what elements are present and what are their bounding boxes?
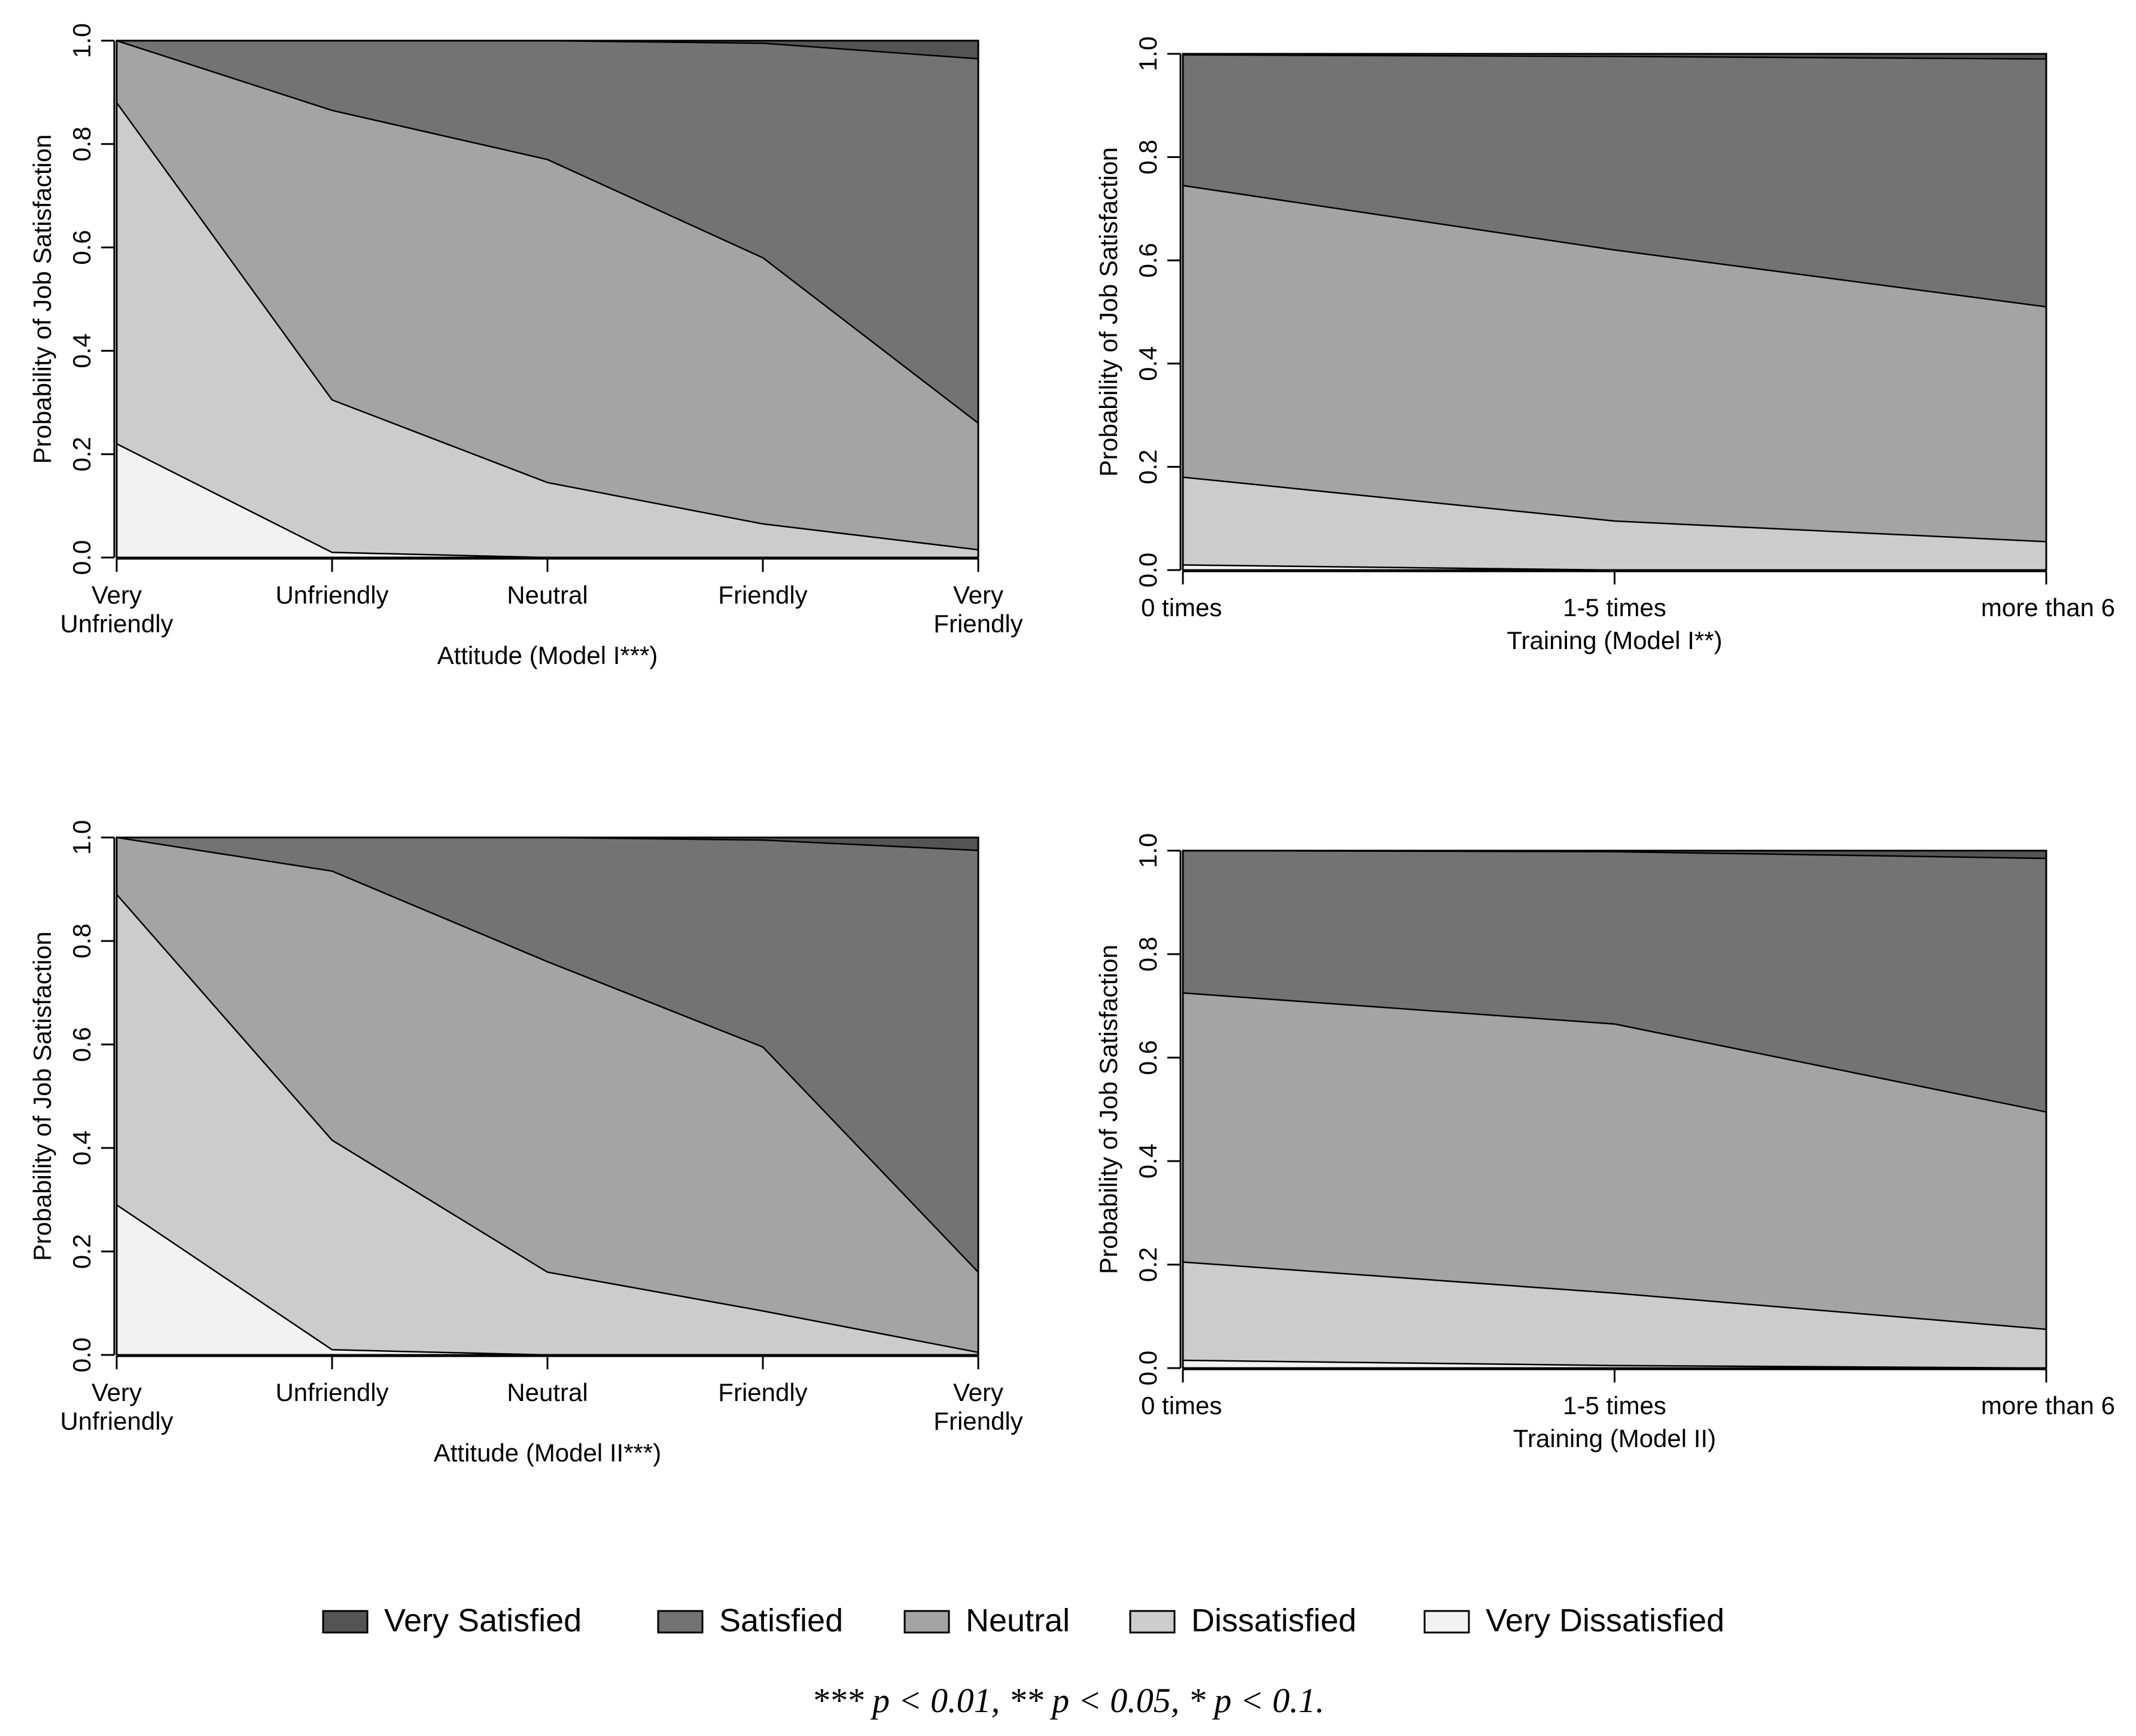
y-tick-label: 0.4 — [1134, 1144, 1162, 1178]
x-tick-label-very-friendly: Very Friendly — [933, 1378, 1023, 1435]
plot-frame — [1182, 53, 2047, 571]
x-tick-label-very-friendly: Very Friendly — [933, 581, 1023, 638]
boundary-line — [115, 102, 979, 551]
band-satisfied — [1183, 851, 2046, 1112]
band-very-dissatisfied — [1183, 1360, 2046, 1368]
y-tick-label: 0.0 — [1134, 553, 1162, 587]
x-tick-label-unfriendly: Unfriendly — [275, 1378, 388, 1406]
y-axis-title: Probability of Job Satisfaction — [28, 931, 56, 1261]
y-tick-label: 0.4 — [68, 333, 96, 368]
x-tick-label-unfriendly: Unfriendly — [275, 581, 388, 609]
legend-label-very-dissatisfied: Very Dissatisfied — [1486, 1603, 1724, 1638]
band-satisfied — [1183, 54, 2046, 307]
legend-swatch-very-satisfied — [322, 1610, 369, 1634]
x-tick-label-very-unfriendly: Very Unfriendly — [60, 1378, 173, 1435]
x-tick-label-neutral: Neutral — [507, 1378, 588, 1406]
y-tick-label: 0.6 — [68, 230, 96, 264]
x-tick-label-friendly: Friendly — [718, 1378, 807, 1406]
boundary-line — [1182, 184, 2047, 308]
y-tick-label: 0.2 — [68, 437, 96, 471]
band-neutral — [1183, 992, 2046, 1330]
y-tick-label: 0.2 — [1134, 449, 1162, 484]
band-satisfied — [117, 837, 978, 1272]
y-tick-label: 1.0 — [68, 23, 96, 58]
x-tick-label-friendly: Friendly — [718, 581, 807, 609]
panel-attitude-model-1: 0.0 0.2 0.4 0.6 0.8 1.0 Probability of Job Sat… — [28, 23, 1023, 669]
x-tick-label-1-5-times: 1-5 times — [1563, 1391, 1666, 1420]
band-neutral — [117, 41, 978, 550]
y-axis-title: Probability of Job Satisfaction — [1094, 945, 1122, 1274]
legend-swatch-very-dissatisfied — [1423, 1610, 1470, 1634]
y-tick-label: 0.6 — [1134, 1040, 1162, 1075]
x-tick-label-very-unfriendly: Very Unfriendly — [60, 581, 173, 638]
y-tick-label: 0.6 — [68, 1027, 96, 1062]
band-neutral — [117, 837, 978, 1353]
boundary-line — [1182, 992, 2047, 1113]
x-tick-label-neutral: Neutral — [507, 581, 588, 609]
y-tick-label: 0.0 — [68, 1338, 96, 1372]
legend-label-dissatisfied: Dissatisfied — [1191, 1603, 1356, 1638]
boundary-line — [116, 39, 979, 424]
band-neutral — [1183, 185, 2046, 542]
significance-footnote: *** p < 0.01, ** p < 0.05, * p < 0.1. — [812, 1681, 1325, 1720]
band-very-satisfied — [1183, 851, 2046, 858]
legend-swatch-dissatisfied — [1129, 1610, 1176, 1634]
boundary-line — [116, 836, 979, 1273]
legend: Very Satisfied Satisfied Neutral Dissati… — [322, 1603, 1724, 1638]
y-tick-label: 1.0 — [1134, 833, 1162, 868]
y-axis-title: Probability of Job Satisfaction — [28, 135, 56, 464]
band-very-dissatisfied — [117, 1205, 978, 1355]
y-tick-label: 0.0 — [1134, 1351, 1162, 1385]
panel-training-model-2: 0.0 0.2 0.4 0.6 0.8 1.0 Probability of Job Sat… — [1094, 833, 2115, 1452]
y-tick-label: 0.4 — [68, 1131, 96, 1165]
band-very-satisfied — [117, 837, 978, 851]
x-axis-title: Training (Model II) — [1513, 1424, 1716, 1452]
x-tick-label-more-than-6: more than 6 — [1981, 1391, 2115, 1420]
legend-label-very-satisfied: Very Satisfied — [384, 1603, 582, 1638]
y-tick-label: 0.8 — [1134, 937, 1162, 971]
band-satisfied — [117, 41, 978, 424]
x-axis-title: Attitude (Model II***) — [434, 1439, 662, 1467]
band-dissatisfied — [1183, 1262, 2046, 1368]
boundary-line — [1182, 1261, 2047, 1330]
panel-training-model-1: 0.0 0.2 0.4 0.6 0.8 1.0 Probability of Job Sat… — [1094, 36, 2115, 654]
band-dissatisfied — [1183, 477, 2046, 570]
legend-swatch-neutral — [903, 1610, 950, 1634]
x-tick-label-0-times: 0 times — [1141, 1391, 1222, 1420]
plot-frame — [115, 836, 979, 1356]
band-dissatisfied — [117, 894, 978, 1355]
legend-swatch-satisfied — [657, 1610, 704, 1634]
panel-attitude-model-2: 0.0 0.2 0.4 0.6 0.8 1.0 Probability of Job Sat… — [28, 820, 1023, 1467]
y-axis-title: Probability of Job Satisfaction — [1094, 147, 1122, 477]
band-very-satisfied — [117, 41, 978, 59]
boundary-line — [1182, 476, 2047, 543]
x-tick-label-more-than-6: more than 6 — [1981, 593, 2115, 622]
legend-label-satisfied: Satisfied — [719, 1603, 843, 1638]
y-tick-label: 0.8 — [1134, 139, 1162, 174]
band-dissatisfied — [117, 102, 978, 558]
plot-frame — [115, 39, 979, 559]
boundary-line — [116, 894, 979, 1353]
x-axis-title: Attitude (Model I***) — [437, 641, 658, 669]
x-axis-title: Training (Model I**) — [1507, 626, 1722, 654]
boundary-line — [1182, 54, 2047, 60]
x-tick-label-0-times: 0 times — [1141, 593, 1222, 622]
y-tick-label: 0.2 — [1134, 1247, 1162, 1282]
band-very-dissatisfied — [1183, 565, 2046, 570]
y-tick-label: 0.2 — [68, 1234, 96, 1269]
y-tick-label: 0.0 — [68, 540, 96, 575]
y-tick-label: 1.0 — [68, 820, 96, 855]
y-tick-label: 0.6 — [1134, 243, 1162, 278]
x-tick-label-1-5-times: 1-5 times — [1563, 593, 1666, 622]
legend-label-neutral: Neutral — [966, 1603, 1070, 1638]
y-tick-label: 0.8 — [68, 924, 96, 958]
plot-frame — [1182, 849, 2047, 1369]
y-tick-label: 0.8 — [68, 127, 96, 162]
band-very-dissatisfied — [117, 443, 978, 558]
y-tick-label: 1.0 — [1134, 36, 1162, 71]
y-tick-label: 0.4 — [1134, 346, 1162, 381]
